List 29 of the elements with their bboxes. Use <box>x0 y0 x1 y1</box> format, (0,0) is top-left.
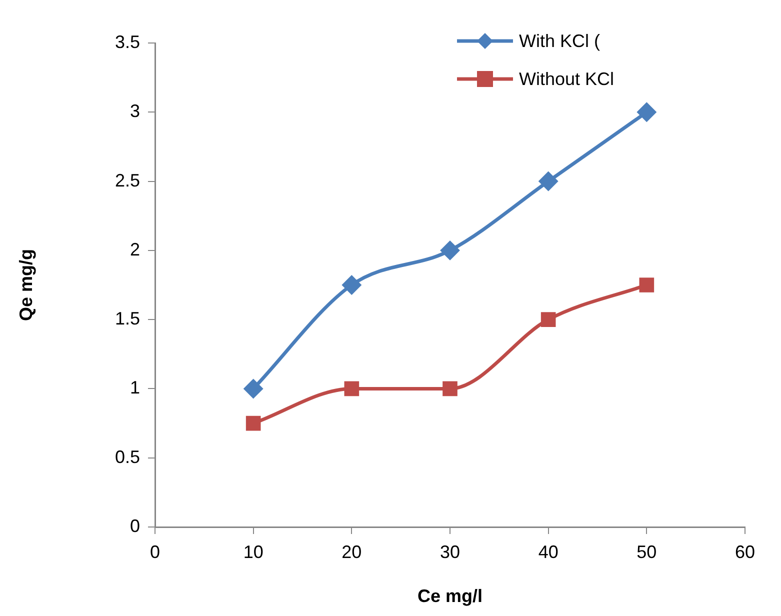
y-tick-label: 2 <box>130 239 140 260</box>
point <box>440 241 460 260</box>
x-axis-title: Ce mg/l <box>417 586 483 606</box>
x-tick-label: 30 <box>440 542 460 562</box>
x-tick-label: 60 <box>734 542 756 562</box>
legend-label: With KCl ( <box>519 30 600 52</box>
y-tick-label: 3 <box>130 101 140 122</box>
legend-label: Without KCl <box>519 68 614 90</box>
x-tick-label: 20 <box>342 542 362 562</box>
point <box>344 381 360 396</box>
y-tick-label: 0 <box>130 516 140 536</box>
x-tick-label: 40 <box>538 542 558 562</box>
x-tick-label: 50 <box>636 542 657 562</box>
point <box>442 381 458 396</box>
point <box>639 278 654 292</box>
y-tick-label: 0.5 <box>114 446 140 467</box>
x-tick-label: 10 <box>243 542 264 562</box>
y-tick-label: 3.5 <box>114 32 140 52</box>
point <box>342 276 361 294</box>
y-axis-title: Qe mg/g <box>16 248 36 322</box>
point <box>246 416 261 431</box>
point <box>637 102 656 122</box>
x-tick-label: 0 <box>150 542 160 562</box>
point <box>539 172 558 191</box>
point <box>540 312 556 327</box>
y-tick-label: 1 <box>130 378 140 398</box>
point <box>244 379 263 398</box>
y-tick-label: 1.5 <box>114 308 140 329</box>
y-tick-label: 2.5 <box>114 170 140 190</box>
